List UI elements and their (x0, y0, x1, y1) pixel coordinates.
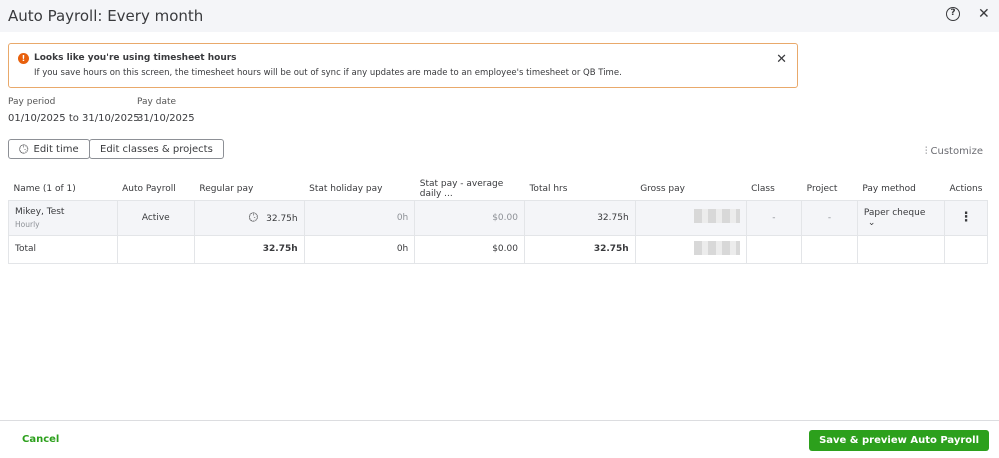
col-stat-holiday: Stat holiday pay (309, 183, 383, 194)
project-value[interactable]: - (801, 199, 858, 236)
auto-payroll-status: Active (116, 199, 195, 236)
actions-menu[interactable]: ⋮ (944, 199, 988, 236)
timesheet-alert: ! Looks like you're using timesheet hour… (8, 43, 798, 88)
alert-close-icon[interactable]: ✕ (776, 52, 787, 67)
cancel-button[interactable]: Cancel (22, 434, 60, 445)
warning-icon: ! (18, 53, 29, 64)
employee-type: Hourly (15, 219, 40, 229)
total-hrs-value: 32.75h (523, 199, 636, 236)
pay-period-label: Pay period (8, 97, 56, 107)
stat-holiday-value: 0h (303, 199, 416, 236)
total-label: Total (8, 234, 118, 264)
help-icon[interactable]: ? (946, 7, 960, 21)
pay-period-value: 01/10/2025 to 31/10/2025 (8, 113, 140, 124)
class-value[interactable]: - (745, 199, 803, 236)
footer: Cancel Save & preview Auto Payroll (0, 420, 999, 458)
redacted-gross-pay (693, 209, 740, 223)
employee-name[interactable]: Mikey, Test (15, 206, 65, 217)
chevron-down-icon: ⌄ (867, 217, 876, 228)
col-name[interactable]: Name (1 of 1) (13, 183, 76, 194)
col-pay-method: Pay method (862, 183, 916, 194)
close-icon[interactable]: ✕ (978, 6, 990, 22)
save-preview-button[interactable]: Save & preview Auto Payroll (809, 430, 989, 451)
col-project: Project (806, 183, 838, 194)
col-actions: Actions (949, 183, 983, 194)
table-header: Name (1 of 1) Auto Payroll Regular pay S… (9, 178, 988, 200)
total-stat-pay: $0.00 (414, 234, 525, 264)
edit-classes-button[interactable]: Edit classes & projects (89, 139, 224, 159)
col-stat-pay: Stat pay - average daily ... (419, 178, 504, 199)
total-row: Total 32.75h 0h $0.00 32.75h (8, 234, 988, 264)
col-auto-payroll: Auto Payroll (122, 183, 176, 194)
alert-body: If you save hours on this screen, the ti… (34, 68, 622, 78)
edit-time-label: Edit time (33, 143, 79, 155)
col-class: Class (751, 183, 775, 194)
pay-method-dropdown[interactable]: Paper cheque ⌄ (856, 199, 946, 236)
table-row: Mikey, Test Hourly Active 🕓︎ 32.75h 0h $0.… (8, 199, 988, 236)
total-hrs: 32.75h (523, 234, 636, 264)
col-gross-pay: Gross pay (640, 183, 685, 194)
more-vertical-icon: ⋮ (959, 210, 973, 225)
edit-time-button[interactable]: 🕓︎ Edit time (8, 139, 90, 159)
col-total-hrs: Total hrs (529, 183, 568, 194)
title-bar: Auto Payroll: Every month ? ✕ (0, 0, 999, 32)
regular-pay-value: 32.75h (266, 214, 298, 224)
pay-date-label: Pay date (137, 97, 177, 107)
sliders-icon: ⫶ (924, 146, 928, 157)
customize-label: Customize (930, 146, 984, 157)
stat-pay-value: $0.00 (414, 199, 525, 236)
clock-icon: 🕓︎ (19, 141, 29, 156)
total-stat-holiday: 0h (303, 234, 416, 264)
clock-icon: 🕓︎ (248, 210, 259, 224)
gross-pay-value (634, 199, 747, 236)
alert-heading: Looks like you're using timesheet hours (34, 53, 237, 63)
payroll-table: Name (1 of 1) Auto Payroll Regular pay S… (8, 178, 988, 264)
edit-classes-label: Edit classes & projects (100, 143, 213, 155)
col-regular-pay: Regular pay (199, 183, 254, 194)
pay-date-value: 31/10/2025 (137, 113, 195, 124)
pay-method-value: Paper cheque (863, 207, 926, 218)
page-title: Auto Payroll: Every month (8, 7, 204, 25)
total-gross-pay (634, 234, 747, 264)
customize-button[interactable]: ⫶ Customize (925, 146, 983, 157)
total-regular-pay: 32.75h (193, 234, 305, 264)
regular-pay-cell[interactable]: 🕓︎ 32.75h (193, 199, 305, 236)
redacted-total-gross (693, 240, 740, 255)
